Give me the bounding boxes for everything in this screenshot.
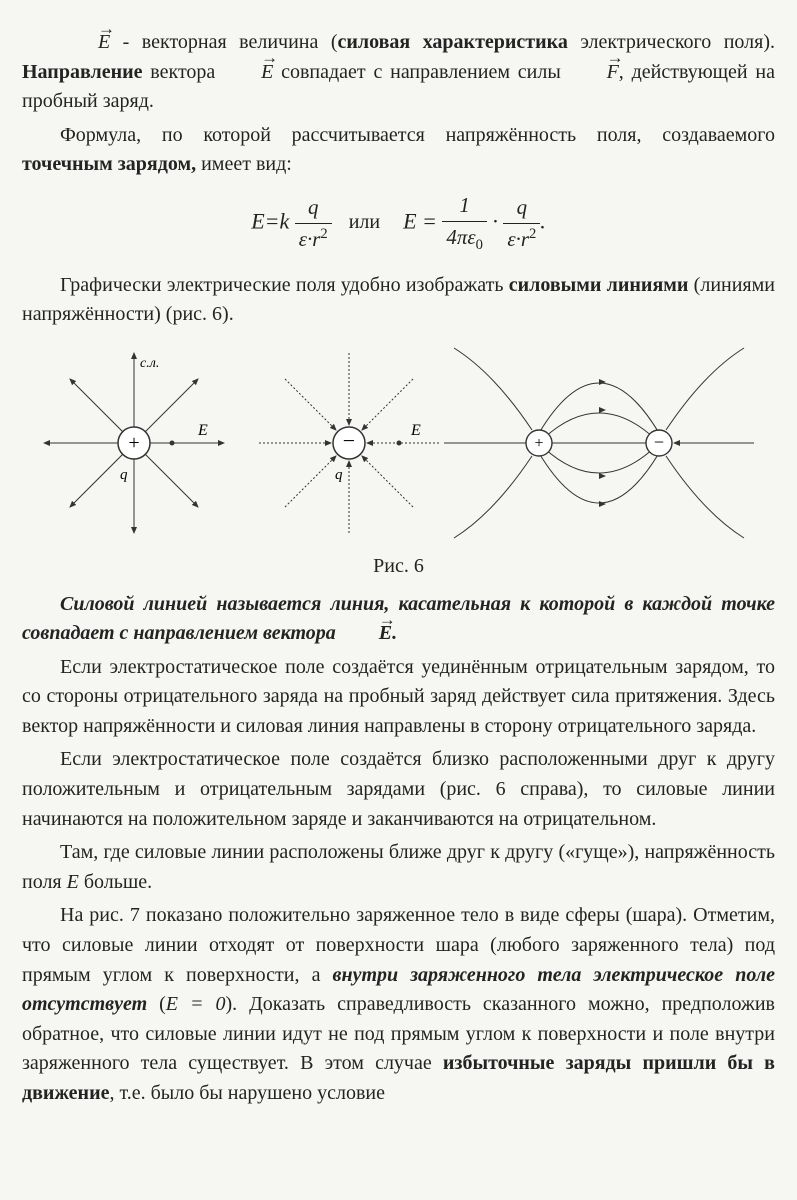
p3-bold: силовыми линиями — [509, 274, 689, 296]
p8-text-f: , т.е. было бы нарушено условие — [109, 1082, 385, 1104]
vector-E: E — [60, 28, 110, 58]
label-cl: с.л. — [140, 356, 159, 371]
figure-6-svg: + E⃗ q с.л. − E⃗ q — [29, 338, 769, 548]
formula-2: E = 1 4πε0 · q ε·r2 . — [403, 190, 546, 257]
pi: π — [457, 225, 467, 249]
frac2-den: 4πε0 — [442, 222, 486, 257]
p4-text-a: Силовой линией называется линия, касател… — [22, 593, 775, 645]
sq: 2 — [320, 226, 327, 242]
p7-text-b: больше. — [79, 871, 152, 893]
p1-text-f: совпадает с направлением силы — [273, 61, 568, 83]
para-8: На рис. 7 показано положительно заряженн… — [22, 901, 775, 1108]
para-4: Силовой линией называется линия, касател… — [22, 590, 775, 649]
p1-bold-2: Направление — [22, 61, 143, 83]
sub0: 0 — [476, 237, 483, 253]
p1-text-e: вектора — [143, 61, 224, 83]
para-6: Если электростатическое поле создаётся б… — [22, 745, 775, 834]
fraction-2: 1 4πε0 — [442, 190, 486, 257]
frac3-den: ε·r2 — [503, 224, 540, 255]
frac1-num: q — [295, 192, 332, 224]
p2-text-a: Формула, по которой рассчитывается напря… — [60, 124, 775, 146]
negative-charge-diagram: − E⃗ q — [259, 353, 439, 533]
eps2: ε — [467, 225, 475, 249]
formula-row: E=k q ε·r2 или E = 1 4πε0 · q ε·r2 . — [22, 190, 775, 257]
formula-1: E=k q ε·r2 — [251, 192, 332, 255]
vector-E-def: E — [341, 619, 392, 649]
para-7: Там, где силовые линии расположены ближе… — [22, 838, 775, 897]
frac1-den: ε·r2 — [295, 224, 332, 255]
plus-sign: + — [128, 432, 139, 454]
vector-E-2: E — [223, 58, 273, 88]
minus-sign: − — [342, 428, 354, 453]
label-q-neg: q — [335, 467, 343, 483]
para-5: Если электростатическое поле создаётся у… — [22, 653, 775, 742]
E-italic: E — [67, 871, 79, 893]
para-1: E - векторная величина (силовая характер… — [22, 28, 775, 117]
fraction-1: q ε·r2 — [295, 192, 332, 255]
p3-text-a: Графически электрические поля удобно изо… — [60, 274, 509, 296]
para-2: Формула, по которой рассчитывается напря… — [22, 121, 775, 180]
vector-F: F — [569, 58, 619, 88]
dipole-plus: + — [534, 435, 543, 452]
eps3: ε — [507, 227, 515, 251]
positive-charge-diagram: + E⃗ q с.л. — [44, 353, 224, 533]
formula-or: или — [349, 211, 380, 233]
sym-E2: E — [403, 208, 416, 233]
frac3-num: q — [503, 192, 540, 224]
label-E-neg: E⃗ — [410, 422, 433, 439]
dot2: · — [492, 208, 498, 233]
figure-6-caption: Рис. 6 — [22, 552, 775, 582]
p8-eq: E = 0 — [166, 993, 226, 1015]
p2-text-c: имеет вид: — [196, 153, 292, 175]
label-E-pos: E⃗ — [197, 422, 220, 439]
sq2: 2 — [529, 226, 536, 242]
para-3: Графически электрические поля удобно изо… — [22, 271, 775, 330]
p2-bold: точечным зарядом, — [22, 153, 196, 175]
sym-eq: = — [265, 208, 280, 233]
sym-k: k — [280, 208, 290, 233]
sym-E: E — [251, 208, 264, 233]
frac2-num: 1 — [442, 190, 486, 222]
label-q-pos: q — [120, 467, 128, 483]
dipole-minus: − — [653, 432, 663, 452]
p8-text-c: ( — [147, 993, 166, 1015]
eps: ε — [299, 227, 307, 251]
four: 4 — [446, 225, 456, 249]
fraction-3: q ε·r2 — [503, 192, 540, 255]
sym-eq2: = — [422, 208, 437, 233]
dipole-diagram: + − — [444, 348, 754, 538]
p1-bold-1: силовая характеристика — [338, 31, 568, 53]
figure-6: + E⃗ q с.л. − E⃗ q — [22, 338, 775, 548]
r2: r — [521, 227, 529, 251]
